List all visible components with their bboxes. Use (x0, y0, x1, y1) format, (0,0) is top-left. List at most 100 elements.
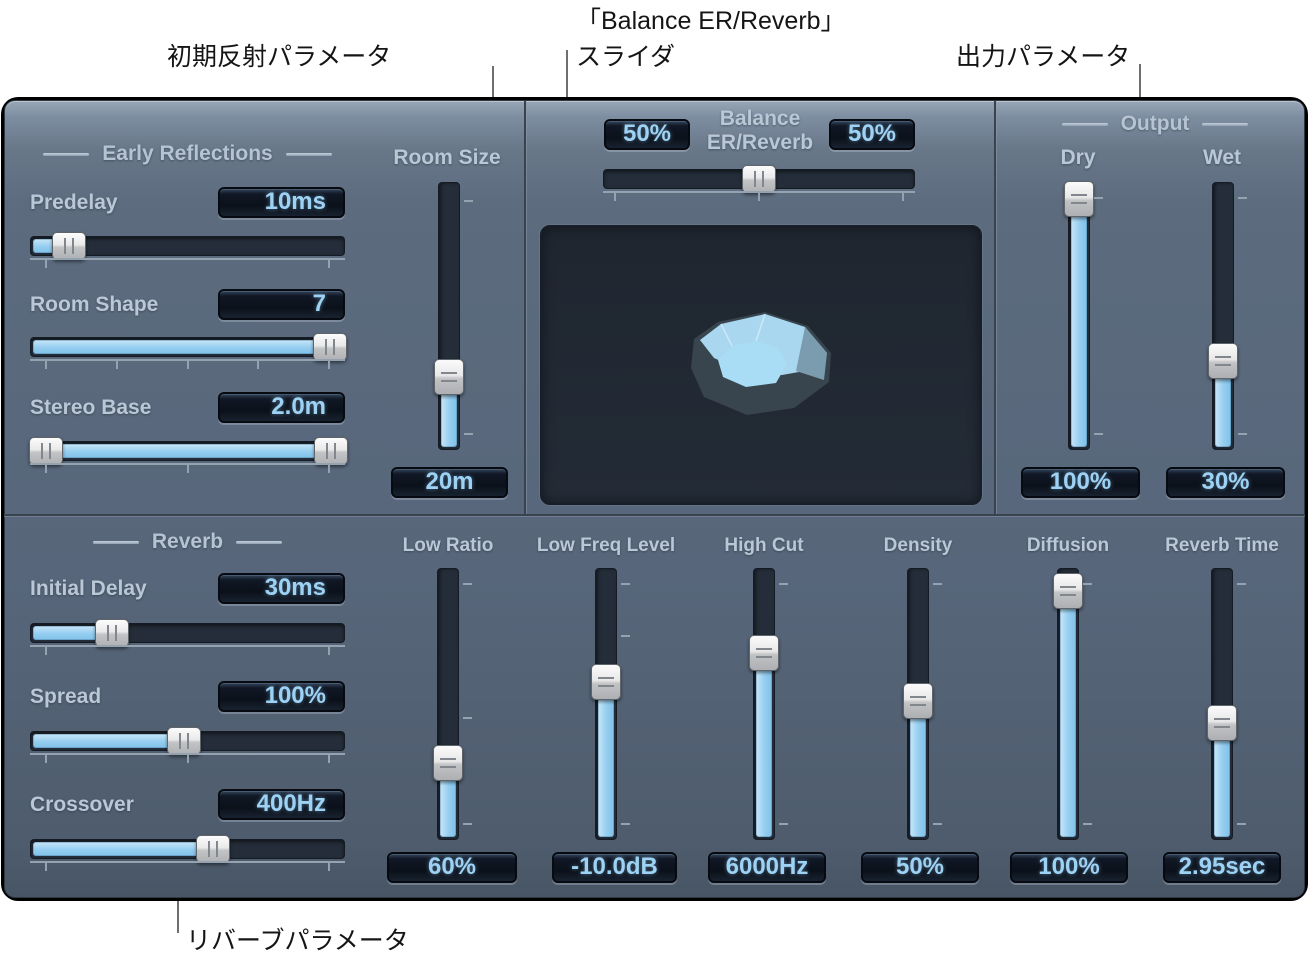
spread-value[interactable]: 100% (218, 681, 345, 712)
slider-track[interactable] (30, 619, 345, 647)
slider-ticks (463, 568, 473, 840)
diffusion-slider[interactable] (1053, 568, 1092, 840)
predelay-value[interactable]: 10ms (218, 187, 345, 218)
low-freq-level-slider[interactable] (591, 568, 630, 840)
slider-track[interactable] (30, 232, 345, 260)
slider-ticks (30, 463, 345, 475)
high-cut-label: High Cut (724, 535, 804, 556)
slider-track[interactable] (603, 165, 915, 193)
slider-track[interactable] (30, 727, 345, 755)
stereo-base-slider[interactable] (29, 437, 349, 473)
divider-right (994, 101, 996, 514)
reverb-time-label: Reverb Time (1165, 535, 1279, 556)
low-ratio-value[interactable]: 60% (387, 852, 517, 883)
balance-er-value[interactable]: 50% (604, 119, 690, 150)
reverb-time-value[interactable]: 2.95sec (1163, 852, 1281, 883)
crossover-value[interactable]: 400Hz (218, 789, 345, 820)
high-cut-slider[interactable] (749, 568, 788, 840)
callout-early-leader-line (492, 66, 494, 102)
balance-er-reverb-slider[interactable] (603, 165, 915, 201)
slider-handle[interactable] (51, 232, 86, 260)
room-shape-slider[interactable] (30, 333, 347, 369)
slider-track[interactable] (591, 568, 621, 840)
slider-handle[interactable] (1053, 572, 1083, 609)
section-header-reverb: Reverb (30, 530, 345, 554)
slider-handle[interactable] (742, 165, 776, 193)
reverb-time-slider[interactable] (1207, 568, 1246, 840)
slider-ticks (30, 645, 345, 657)
section-header-early-reflections: Early Reflections (30, 142, 345, 166)
balance-reverb-value[interactable]: 50% (829, 119, 915, 150)
low-freq-level-label: Low Freq Level (536, 535, 676, 556)
slider-track[interactable] (29, 437, 349, 465)
room-size-slider[interactable] (434, 182, 473, 450)
slider-handle[interactable] (95, 619, 130, 647)
spread-slider[interactable] (30, 727, 345, 763)
slider-ticks (30, 861, 345, 873)
slider-track[interactable] (1064, 180, 1094, 450)
slider-handle[interactable] (314, 437, 349, 465)
slider-ticks (1083, 568, 1093, 840)
wet-value[interactable]: 30% (1166, 467, 1285, 498)
slider-track[interactable] (30, 835, 345, 863)
divider-left (524, 101, 526, 514)
section-header-output: Output (1015, 112, 1295, 136)
density-label: Density (883, 535, 953, 556)
low-ratio-slider[interactable] (433, 568, 472, 840)
callout-output-leader-line (1139, 64, 1141, 101)
diffusion-value[interactable]: 100% (1010, 852, 1128, 883)
stereo-base-value[interactable]: 2.0m (218, 392, 345, 423)
slider-handle[interactable] (1064, 180, 1094, 217)
slider-fill (910, 701, 926, 837)
initial-delay-slider[interactable] (30, 619, 345, 655)
callout-balance-line1: 「Balance ER/Reverb」 (576, 7, 846, 35)
slider-handle[interactable] (312, 333, 347, 361)
initial-delay-value[interactable]: 30ms (218, 573, 345, 604)
density-slider[interactable] (903, 568, 942, 840)
wet-slider[interactable] (1208, 182, 1247, 450)
slider-track[interactable] (903, 568, 933, 840)
slider-handle[interactable] (434, 359, 464, 396)
predelay-slider[interactable] (30, 232, 345, 268)
slider-track[interactable] (1053, 568, 1083, 840)
slider-fill (1060, 590, 1076, 837)
slider-ticks (621, 568, 631, 840)
slider-ticks (1238, 182, 1248, 450)
slider-ticks (1237, 568, 1247, 840)
density-value[interactable]: 50% (861, 852, 979, 883)
slider-ticks (30, 359, 345, 371)
dry-slider[interactable] (1064, 180, 1103, 450)
slider-fill (33, 340, 332, 354)
crossover-slider[interactable] (30, 835, 345, 871)
slider-handle[interactable] (433, 745, 463, 782)
slider-track[interactable] (749, 568, 779, 840)
slider-track[interactable] (1208, 182, 1238, 450)
dry-value[interactable]: 100% (1021, 467, 1140, 498)
slider-handle[interactable] (29, 437, 64, 465)
room-size-value[interactable]: 20m (391, 467, 508, 498)
slider-handle[interactable] (1208, 343, 1238, 380)
callout-output: 出力パラメータ (956, 43, 1131, 71)
stereo-base-label: Stereo Base (30, 396, 152, 419)
slider-handle[interactable] (195, 835, 230, 863)
slider-handle[interactable] (591, 664, 621, 701)
slider-handle[interactable] (749, 634, 779, 671)
room-size-label: Room Size (393, 146, 501, 169)
dry-label: Dry (1060, 146, 1096, 169)
high-cut-value[interactable]: 6000Hz (708, 852, 826, 883)
low-freq-level-value[interactable]: -10.0dB (552, 852, 677, 883)
slider-ticks (1094, 182, 1104, 450)
slider-track[interactable] (30, 333, 347, 361)
slider-track[interactable] (433, 568, 463, 840)
slider-track[interactable] (434, 182, 464, 450)
slider-handle[interactable] (903, 683, 933, 720)
slider-fill (33, 842, 215, 856)
slider-handle[interactable] (167, 727, 202, 755)
slider-handle[interactable] (1207, 704, 1237, 741)
slider-track[interactable] (1207, 568, 1237, 840)
crossover-label: Crossover (30, 793, 134, 816)
room-shape-value[interactable]: 7 (218, 289, 345, 320)
slider-fill (1215, 361, 1231, 447)
low-ratio-label: Low Ratio (402, 535, 494, 556)
